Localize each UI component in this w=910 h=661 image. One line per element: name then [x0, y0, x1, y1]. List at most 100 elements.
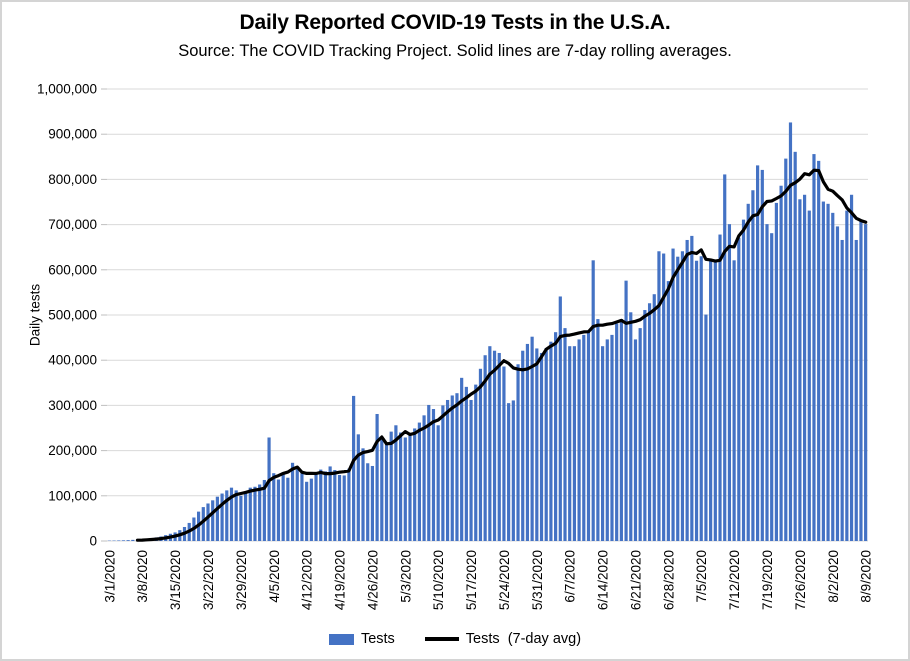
bar: [624, 280, 628, 541]
bar: [709, 260, 713, 541]
y-tick-label: 900,000: [48, 127, 97, 142]
bar: [694, 260, 699, 541]
bar: [666, 281, 670, 541]
bar: [572, 346, 576, 541]
avg-series-swatch: [424, 637, 459, 641]
bar: [460, 377, 464, 541]
bar: [286, 477, 290, 541]
x-tick-label: 4/19/2020: [333, 550, 348, 610]
y-tick-label: 600,000: [48, 262, 97, 277]
x-tick-label: 3/22/2020: [201, 550, 216, 610]
bar: [347, 468, 351, 541]
y-tick-label: 700,000: [48, 217, 97, 232]
bar: [760, 169, 764, 541]
bar: [403, 437, 407, 541]
x-tick-label: 3/1/2020: [102, 550, 117, 603]
bar: [492, 350, 497, 541]
bar: [272, 473, 276, 541]
bar: [864, 224, 868, 541]
bar: [417, 422, 421, 541]
bar: [788, 122, 793, 541]
y-tick-label: 200,000: [48, 443, 97, 458]
x-tick-label: 8/9/2020: [859, 550, 874, 603]
y-tick-label: 0: [89, 534, 97, 549]
bar: [507, 403, 511, 541]
bar: [723, 174, 727, 541]
bar: [478, 368, 483, 541]
bar: [220, 493, 224, 541]
x-tick-label: 5/10/2020: [431, 550, 446, 610]
bar: [741, 219, 746, 541]
y-tick-label: 800,000: [48, 172, 97, 187]
bar: [657, 251, 661, 541]
bar: [600, 346, 605, 541]
bar: [337, 475, 342, 541]
bar: [577, 339, 581, 541]
chart-title: Daily Reported COVID-19 Tests in the U.S…: [239, 11, 671, 34]
bar: [394, 425, 398, 541]
bar: [483, 355, 487, 541]
bar: [399, 432, 403, 541]
x-tick-label: 7/19/2020: [760, 550, 775, 610]
bar: [633, 339, 638, 541]
bar: [798, 199, 802, 542]
bar: [582, 334, 586, 541]
bar: [126, 540, 130, 541]
x-tick-label: 7/26/2020: [793, 550, 808, 610]
bar: [774, 202, 778, 541]
bar: [549, 341, 553, 541]
bar: [563, 328, 567, 541]
bar: [652, 294, 656, 541]
bar: [328, 466, 332, 541]
bar: [516, 364, 520, 541]
bar: [267, 437, 271, 541]
bar: [831, 212, 835, 541]
bar: [826, 203, 830, 541]
bar: [361, 448, 365, 541]
bar: [427, 404, 431, 541]
bar: [366, 463, 370, 541]
avg-legend-label: Tests (7-day avg): [465, 631, 582, 647]
x-tick-label: 6/28/2020: [661, 550, 676, 610]
y-tick-label: 500,000: [48, 308, 97, 323]
bar: [253, 486, 257, 541]
bar: [131, 539, 135, 541]
bar: [525, 343, 530, 541]
x-tick-label: 4/5/2020: [267, 550, 282, 603]
bar: [662, 253, 666, 541]
bar: [281, 472, 285, 541]
x-tick-label: 4/12/2020: [300, 550, 315, 610]
chart-subtitle: Source: The COVID Tracking Project. Soli…: [178, 42, 732, 60]
y-tick-label: 300,000: [48, 398, 97, 413]
x-tick-label: 7/5/2020: [694, 550, 709, 603]
bar: [319, 469, 323, 541]
bar: [474, 384, 478, 541]
bar: [248, 487, 252, 541]
bar: [685, 239, 689, 541]
bar: [464, 386, 468, 541]
bar: [680, 251, 685, 541]
bar: [746, 203, 750, 541]
bar: [591, 260, 595, 541]
bar: [342, 475, 346, 541]
bar: [647, 303, 652, 541]
bar: [290, 462, 295, 541]
bar: [718, 234, 722, 542]
bar: [206, 503, 210, 541]
bar: [756, 165, 760, 541]
bar: [375, 413, 379, 541]
bar: [539, 352, 544, 541]
bar: [629, 312, 633, 541]
bar: [793, 151, 797, 541]
bar: [605, 339, 609, 541]
bar: [732, 260, 736, 541]
bar: [704, 314, 708, 541]
x-tick-label: 4/26/2020: [365, 550, 380, 610]
bar: [455, 393, 459, 541]
bar: [229, 487, 234, 541]
bar: [544, 348, 548, 541]
bar: [671, 248, 675, 541]
bar: [413, 428, 417, 541]
bar: [323, 471, 328, 541]
